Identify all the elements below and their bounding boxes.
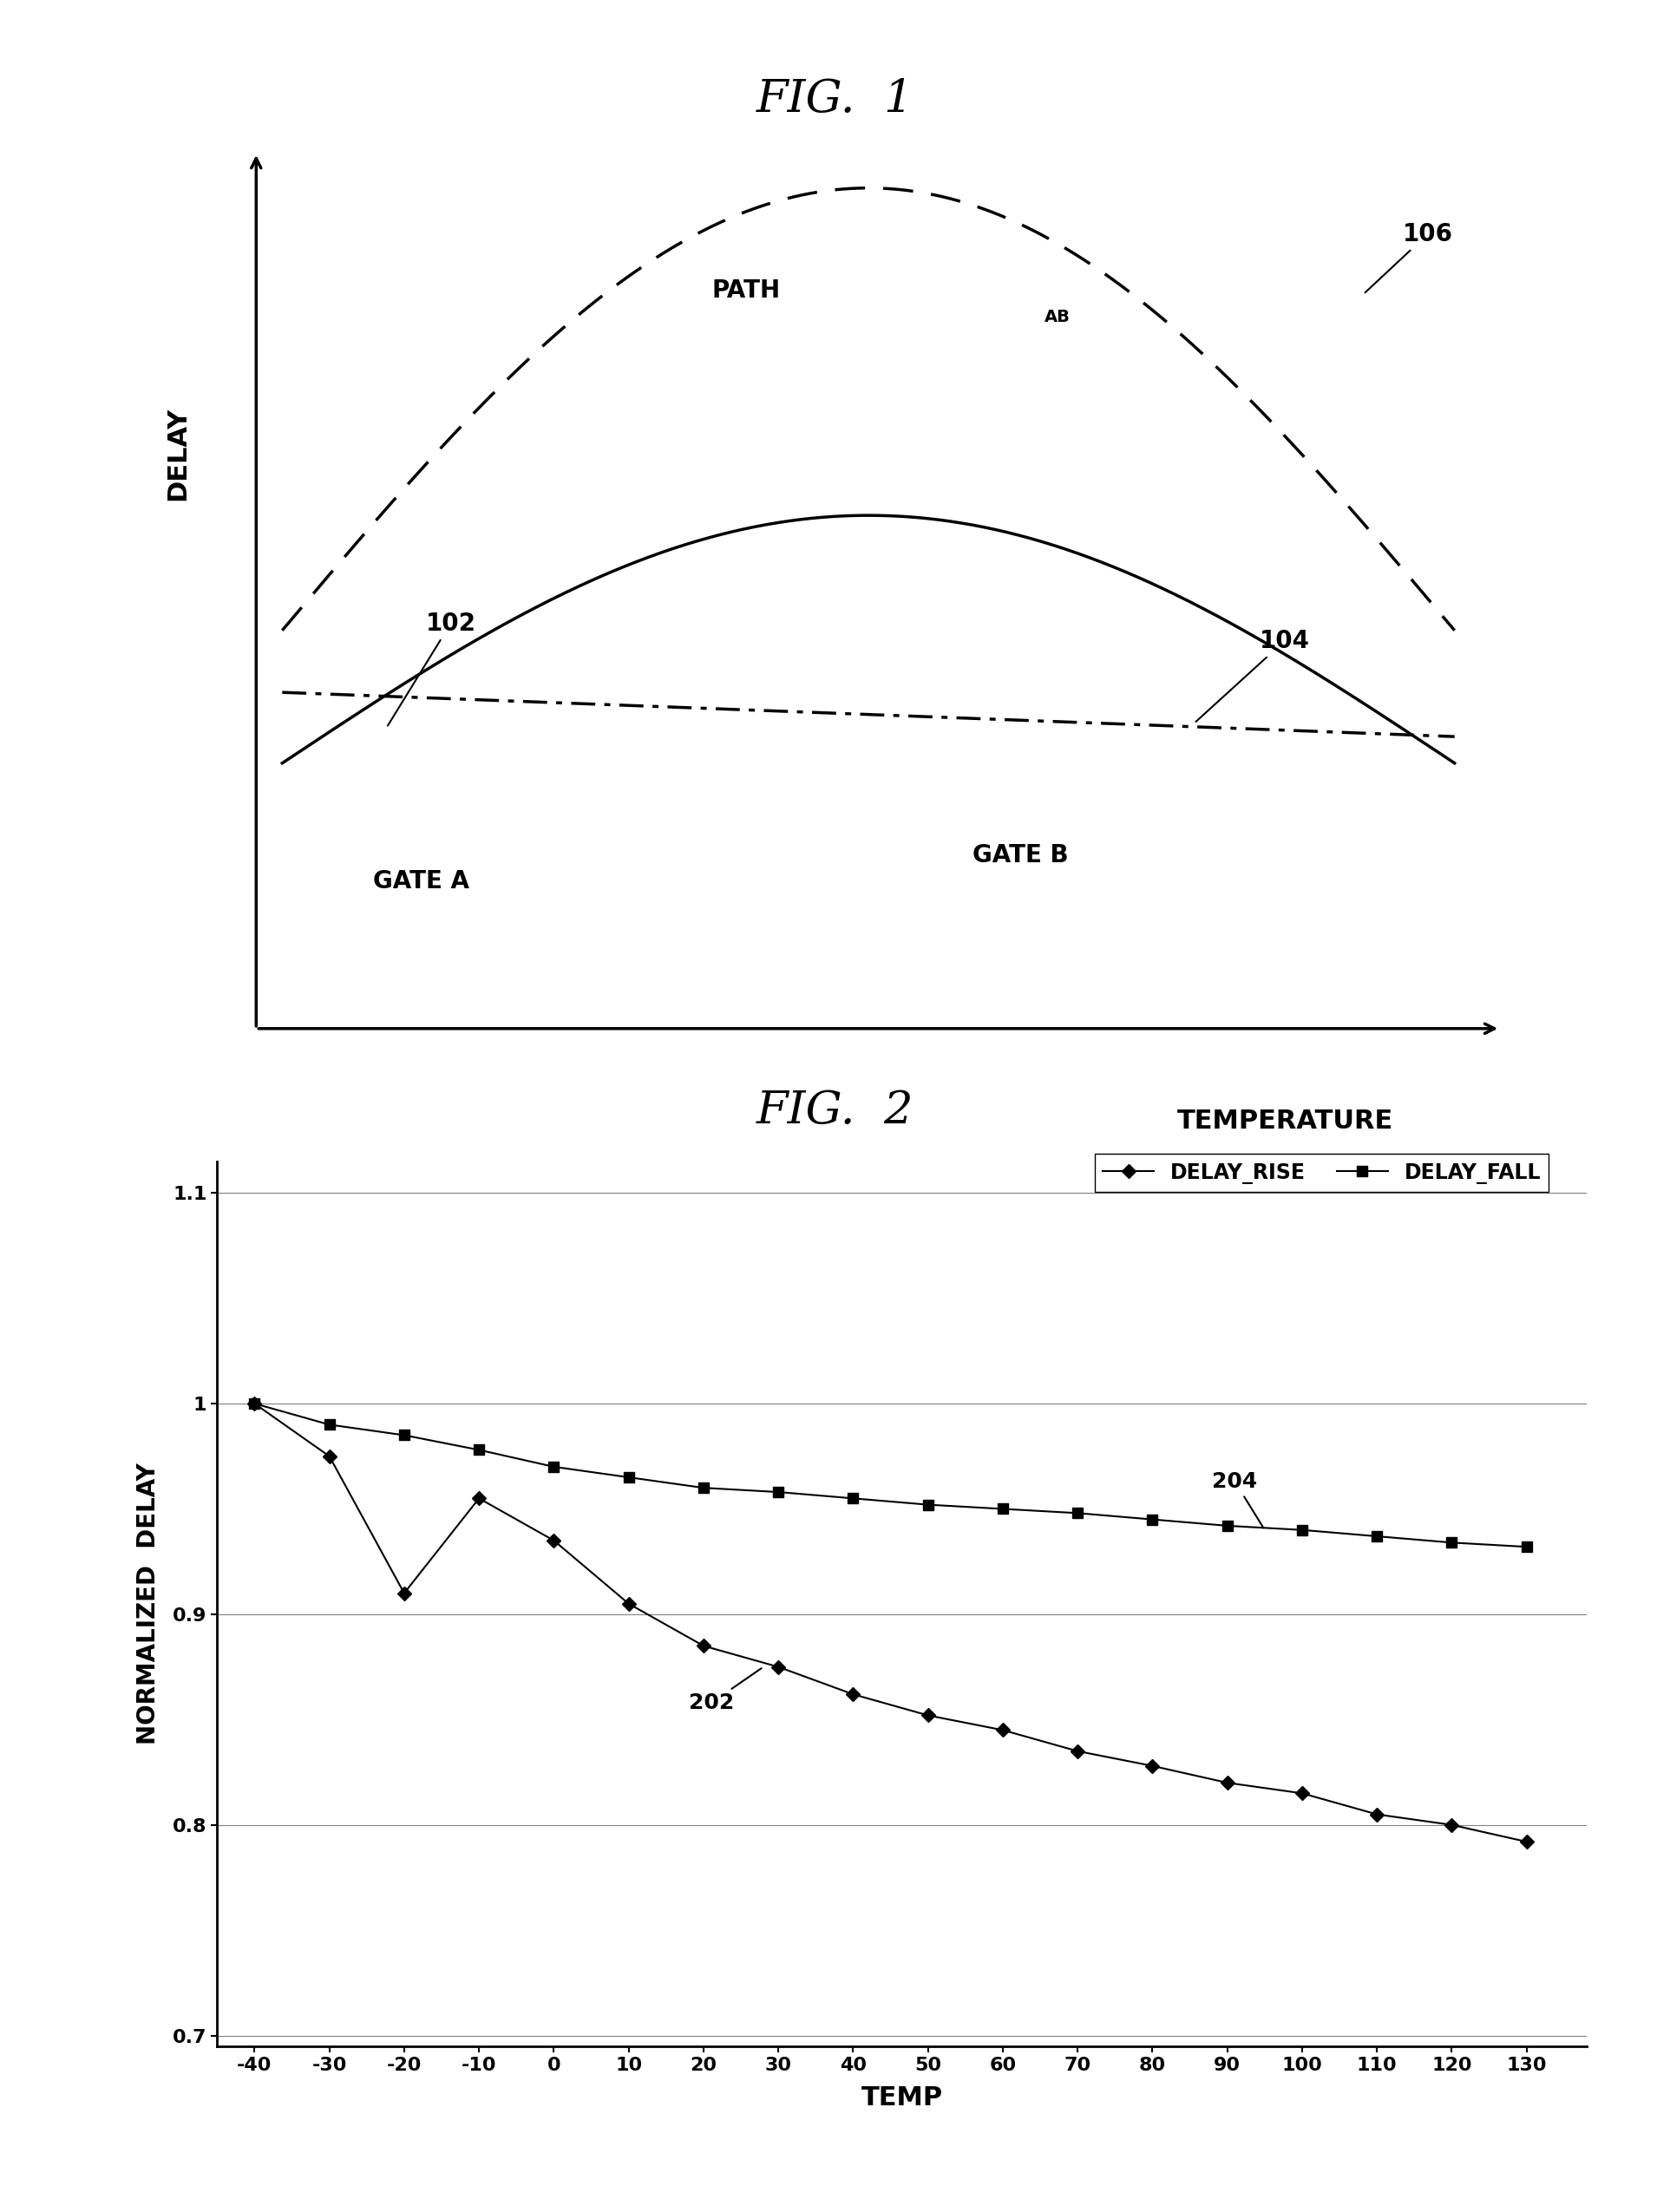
Text: 102: 102 bbox=[387, 611, 476, 726]
X-axis label: TEMP: TEMP bbox=[862, 2086, 942, 2110]
DELAY_RISE bbox=[992, 1717, 1012, 1743]
DELAY_RISE bbox=[1217, 1770, 1237, 1796]
DELAY_RISE bbox=[319, 1442, 339, 1469]
DELAY_FALL bbox=[1293, 1517, 1313, 1544]
DELAY_RISE bbox=[918, 1701, 939, 1728]
Legend: DELAY_RISE, DELAY_FALL: DELAY_RISE, DELAY_FALL bbox=[1094, 1155, 1548, 1192]
DELAY_RISE bbox=[1067, 1739, 1087, 1765]
Text: GATE B: GATE B bbox=[972, 843, 1069, 867]
DELAY_FALL bbox=[394, 1422, 414, 1449]
DELAY_FALL bbox=[992, 1495, 1012, 1522]
DELAY_FALL bbox=[843, 1484, 863, 1511]
Y-axis label: NORMALIZED  DELAY: NORMALIZED DELAY bbox=[137, 1462, 160, 1745]
DELAY_FALL bbox=[1067, 1500, 1087, 1526]
Text: TEMPERATURE: TEMPERATURE bbox=[1177, 1108, 1393, 1133]
DELAY_FALL bbox=[1441, 1528, 1461, 1555]
Text: FIG.  1: FIG. 1 bbox=[757, 77, 913, 122]
DELAY_FALL bbox=[1142, 1506, 1162, 1533]
Text: 202: 202 bbox=[688, 1668, 762, 1714]
DELAY_RISE bbox=[394, 1579, 414, 1606]
DELAY_RISE bbox=[843, 1681, 863, 1708]
DELAY_RISE bbox=[544, 1526, 564, 1553]
DELAY_RISE bbox=[1142, 1752, 1162, 1778]
DELAY_FALL bbox=[1368, 1524, 1388, 1551]
DELAY_FALL bbox=[319, 1411, 339, 1438]
DELAY_RISE bbox=[1368, 1801, 1388, 1827]
Text: AB: AB bbox=[1044, 310, 1070, 325]
Text: FIG.  2: FIG. 2 bbox=[757, 1088, 913, 1133]
DELAY_RISE bbox=[768, 1655, 788, 1681]
DELAY_RISE bbox=[469, 1484, 489, 1511]
Text: 204: 204 bbox=[1212, 1471, 1264, 1528]
DELAY_FALL bbox=[768, 1480, 788, 1506]
Text: PATH: PATH bbox=[711, 279, 782, 303]
Line: DELAY_FALL: DELAY_FALL bbox=[250, 1398, 1531, 1551]
DELAY_RISE bbox=[1516, 1829, 1536, 1856]
DELAY_FALL bbox=[618, 1464, 638, 1491]
DELAY_RISE bbox=[618, 1590, 638, 1617]
DELAY_FALL bbox=[918, 1491, 939, 1517]
Line: DELAY_RISE: DELAY_RISE bbox=[250, 1398, 1531, 1847]
DELAY_RISE bbox=[1293, 1781, 1313, 1807]
DELAY_RISE bbox=[1441, 1812, 1461, 1838]
DELAY_FALL bbox=[544, 1453, 564, 1480]
DELAY_RISE bbox=[693, 1632, 713, 1659]
Text: DELAY: DELAY bbox=[165, 407, 190, 500]
DELAY_FALL bbox=[244, 1391, 264, 1418]
DELAY_FALL bbox=[1516, 1533, 1536, 1559]
DELAY_FALL bbox=[469, 1436, 489, 1462]
DELAY_FALL bbox=[1217, 1513, 1237, 1540]
Text: GATE A: GATE A bbox=[374, 869, 469, 894]
Text: 104: 104 bbox=[1196, 628, 1309, 721]
DELAY_RISE bbox=[244, 1391, 264, 1418]
DELAY_FALL bbox=[693, 1475, 713, 1502]
Text: 106: 106 bbox=[1364, 221, 1453, 292]
